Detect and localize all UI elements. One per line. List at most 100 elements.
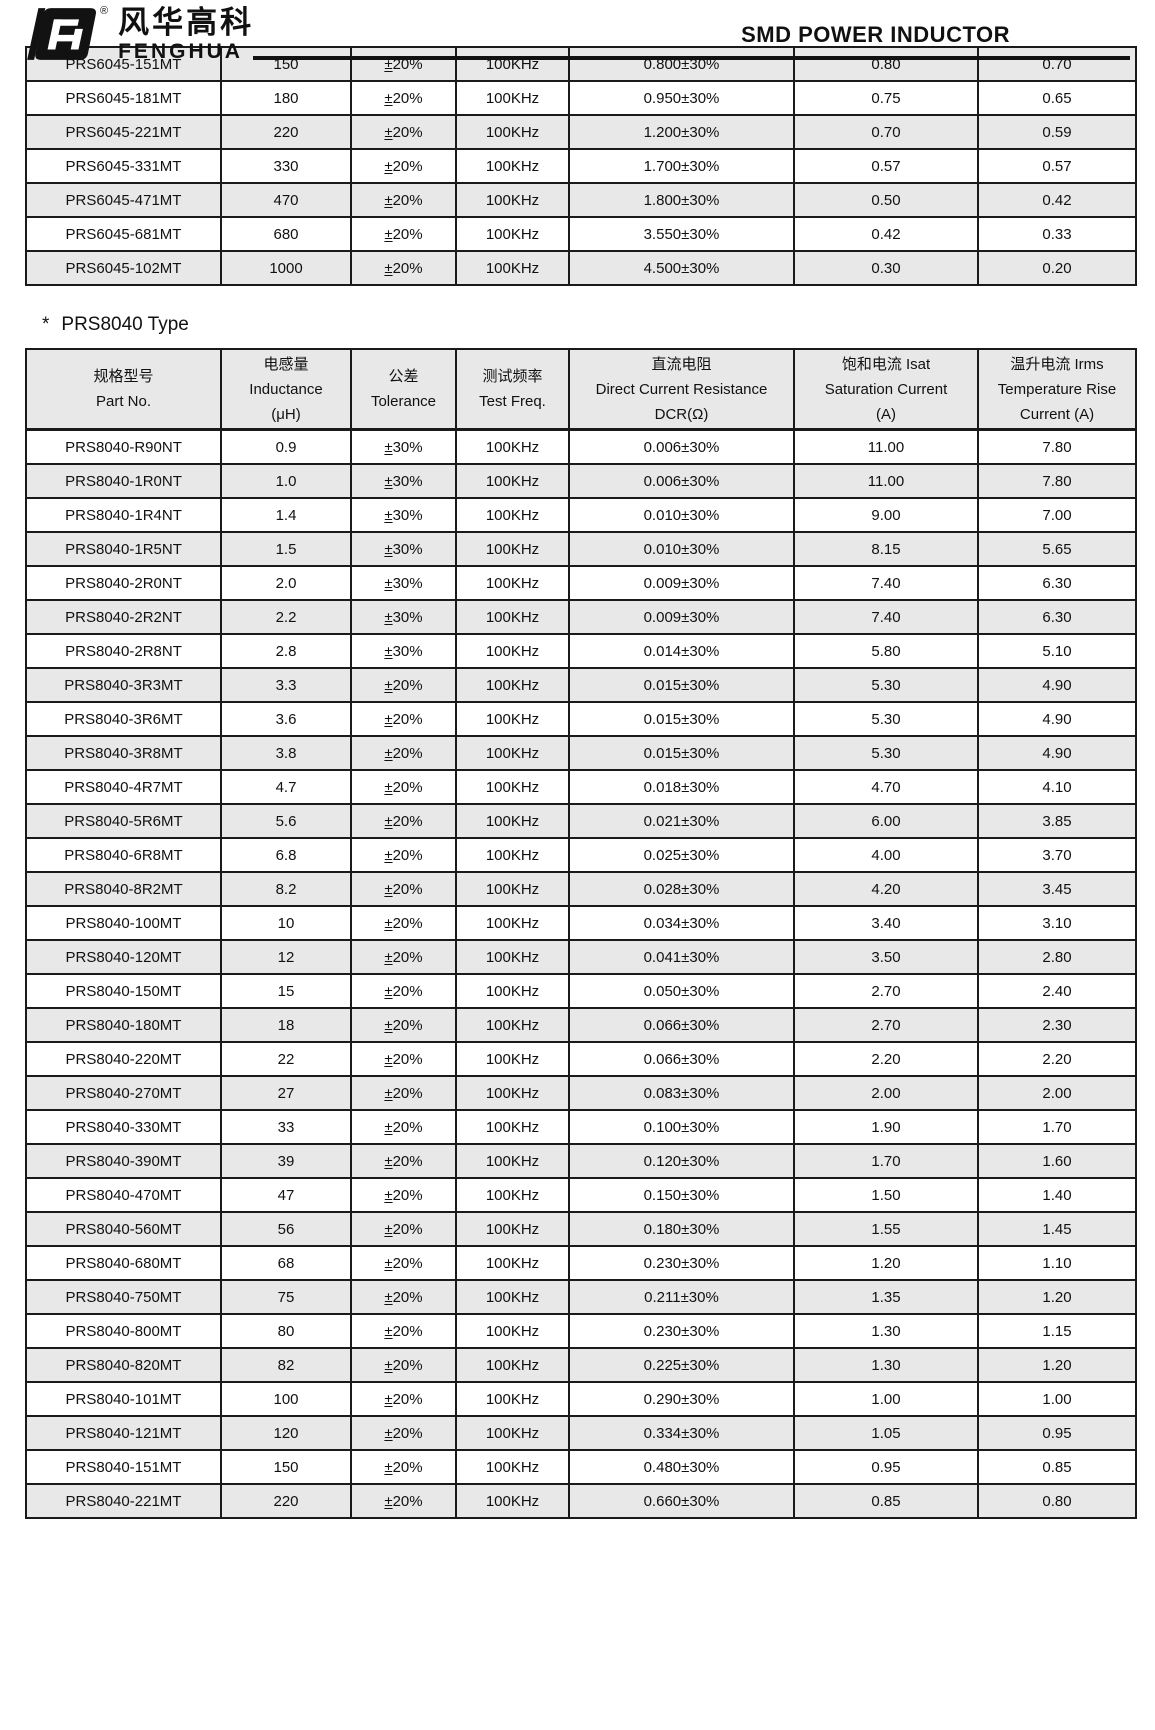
table-cell: 100KHz bbox=[455, 1041, 570, 1077]
table-cell: 0.80 bbox=[793, 46, 979, 82]
table-row: PRS8040-1R4NT 1.4 ±30% 100KHz 0.010±30% 9.00 7… bbox=[25, 497, 1137, 533]
table-cell: 100KHz bbox=[455, 250, 570, 286]
table-cell: PRS8040-100MT bbox=[25, 905, 222, 941]
table-cell: 1.15 bbox=[977, 1313, 1137, 1349]
table-row: PRS8040-6R8MT 6.8 ±20% 100KHz 0.025±30% 4.00 3… bbox=[25, 837, 1137, 873]
table-cell: ±20% bbox=[350, 973, 457, 1009]
table-cell: 1.20 bbox=[977, 1347, 1137, 1383]
table-cell: 0.180±30% bbox=[568, 1211, 795, 1247]
table-row: PRS8040-680MT 68 ±20% 100KHz 0.230±30% 1.20 1.… bbox=[25, 1245, 1137, 1281]
table-cell: 1.5 bbox=[220, 531, 352, 567]
table-cell: ±20% bbox=[350, 250, 457, 286]
table-cell: 1.20 bbox=[793, 1245, 979, 1281]
table-cell: 4.10 bbox=[977, 769, 1137, 805]
table-cell: PRS8040-800MT bbox=[25, 1313, 222, 1349]
table-cell: 0.70 bbox=[977, 46, 1137, 82]
table-cell: ±30% bbox=[350, 599, 457, 635]
table-cell: 1.70 bbox=[793, 1143, 979, 1179]
table-row: PRS8040-221MT 220 ±20% 100KHz 0.660±30% 0.85 0… bbox=[25, 1483, 1137, 1519]
table-cell: 22 bbox=[220, 1041, 352, 1077]
table-cell: 0.480±30% bbox=[568, 1449, 795, 1485]
table-cell: 470 bbox=[220, 182, 352, 218]
table-cell: 0.006±30% bbox=[568, 463, 795, 499]
table-cell: ±20% bbox=[350, 837, 457, 873]
fenghua-logo: ® 风华高科 FENGHUA bbox=[22, 6, 254, 64]
table-cell: 1000 bbox=[220, 250, 352, 286]
table-cell: 0.225±30% bbox=[568, 1347, 795, 1383]
table-cell: 4.500±30% bbox=[568, 250, 795, 286]
table-cell: 100KHz bbox=[455, 114, 570, 150]
table-cell: ±20% bbox=[350, 1381, 457, 1417]
table-cell: 3.70 bbox=[977, 837, 1137, 873]
table-cell: ±30% bbox=[350, 633, 457, 669]
table-cell: 330 bbox=[220, 148, 352, 184]
table-cell: 6.8 bbox=[220, 837, 352, 873]
table-cell: 0.015±30% bbox=[568, 667, 795, 703]
table-cell: ±20% bbox=[350, 1211, 457, 1247]
prs6045-table: PRS6045-151MT 150 ±20% 100KHz 0.800±30% 0.80 0… bbox=[25, 46, 1137, 286]
table-cell: 1.4 bbox=[220, 497, 352, 533]
table-cell: 100KHz bbox=[455, 1449, 570, 1485]
table-cell: 56 bbox=[220, 1211, 352, 1247]
table-cell: PRS8040-3R3MT bbox=[25, 667, 222, 703]
table-cell: PRS6045-331MT bbox=[25, 148, 222, 184]
table-row: PRS6045-681MT 680 ±20% 100KHz 3.550±30% 0.42 0… bbox=[25, 216, 1137, 252]
table-cell: 100KHz bbox=[455, 182, 570, 218]
table-cell: 68 bbox=[220, 1245, 352, 1281]
table-cell: 0.009±30% bbox=[568, 565, 795, 601]
table-cell: 1.0 bbox=[220, 463, 352, 499]
table-cell: 9.00 bbox=[793, 497, 979, 533]
table-cell: 7.80 bbox=[977, 428, 1137, 465]
table-cell: 100KHz bbox=[455, 1279, 570, 1315]
table-cell: 100KHz bbox=[455, 80, 570, 116]
table-cell: 0.006±30% bbox=[568, 428, 795, 465]
table-cell: PRS8040-121MT bbox=[25, 1415, 222, 1451]
table-cell: ±20% bbox=[350, 1007, 457, 1043]
table-cell: 0.010±30% bbox=[568, 497, 795, 533]
table-cell: PRS8040-4R7MT bbox=[25, 769, 222, 805]
table-cell: PRS8040-180MT bbox=[25, 1007, 222, 1043]
table-cell: 1.00 bbox=[793, 1381, 979, 1417]
table-row: PRS8040-1R5NT 1.5 ±30% 100KHz 0.010±30% 8.15 5… bbox=[25, 531, 1137, 567]
table-row: PRS8040-560MT 56 ±20% 100KHz 0.180±30% 1.55 1.… bbox=[25, 1211, 1137, 1247]
table-cell: PRS8040-270MT bbox=[25, 1075, 222, 1111]
table-row: PRS8040-120MT 12 ±20% 100KHz 0.041±30% 3.50 2.… bbox=[25, 939, 1137, 975]
table-cell: PRS8040-5R6MT bbox=[25, 803, 222, 839]
table-cell: ±20% bbox=[350, 1109, 457, 1145]
table-row: PRS8040-3R8MT 3.8 ±20% 100KHz 0.015±30% 5.30 4… bbox=[25, 735, 1137, 771]
table-cell: 100KHz bbox=[455, 973, 570, 1009]
table-cell: 0.230±30% bbox=[568, 1313, 795, 1349]
table-row: PRS6045-221MT 220 ±20% 100KHz 1.200±30% 0.70 0… bbox=[25, 114, 1137, 150]
table-cell: 10 bbox=[220, 905, 352, 941]
table-cell: 3.40 bbox=[793, 905, 979, 941]
table-row: PRS8040-101MT 100 ±20% 100KHz 0.290±30% 1.00 1… bbox=[25, 1381, 1137, 1417]
table-cell: 100KHz bbox=[455, 735, 570, 771]
table-cell: 4.7 bbox=[220, 769, 352, 805]
col-header-dcr: 直流电阻 Direct Current Resistance DCR(Ω) bbox=[568, 348, 795, 431]
table-row: PRS6045-151MT 150 ±20% 100KHz 0.800±30% 0.80 0… bbox=[25, 46, 1137, 82]
table-cell: 100KHz bbox=[455, 463, 570, 499]
table-cell: PRS8040-3R6MT bbox=[25, 701, 222, 737]
table-cell: 2.80 bbox=[977, 939, 1137, 975]
table-cell: ±20% bbox=[350, 216, 457, 252]
table-cell: 0.33 bbox=[977, 216, 1137, 252]
table-cell: 4.20 bbox=[793, 871, 979, 907]
table-cell: 100KHz bbox=[455, 1347, 570, 1383]
table-row: PRS8040-330MT 33 ±20% 100KHz 0.100±30% 1.90 1.… bbox=[25, 1109, 1137, 1145]
table-cell: PRS8040-220MT bbox=[25, 1041, 222, 1077]
table-header: 规格型号 Part No. 电感量 Inductance (μH) 公差 Tol… bbox=[25, 348, 1137, 431]
table-cell: 0.57 bbox=[793, 148, 979, 184]
table-cell: 6.00 bbox=[793, 803, 979, 839]
table-cell: 1.60 bbox=[977, 1143, 1137, 1179]
table-cell: 4.70 bbox=[793, 769, 979, 805]
table-cell: 0.050±30% bbox=[568, 973, 795, 1009]
table-cell: 0.009±30% bbox=[568, 599, 795, 635]
table-cell: 1.30 bbox=[793, 1347, 979, 1383]
table-cell: ±20% bbox=[350, 871, 457, 907]
table-cell: 11.00 bbox=[793, 463, 979, 499]
col-header-saturation-current: 饱和电流 Isat Saturation Current (A) bbox=[793, 348, 979, 431]
table-cell: 100KHz bbox=[455, 531, 570, 567]
table-row: PRS8040-4R7MT 4.7 ±20% 100KHz 0.018±30% 4.70 4… bbox=[25, 769, 1137, 805]
table-cell: PRS8040-560MT bbox=[25, 1211, 222, 1247]
table-cell: PRS8040-6R8MT bbox=[25, 837, 222, 873]
